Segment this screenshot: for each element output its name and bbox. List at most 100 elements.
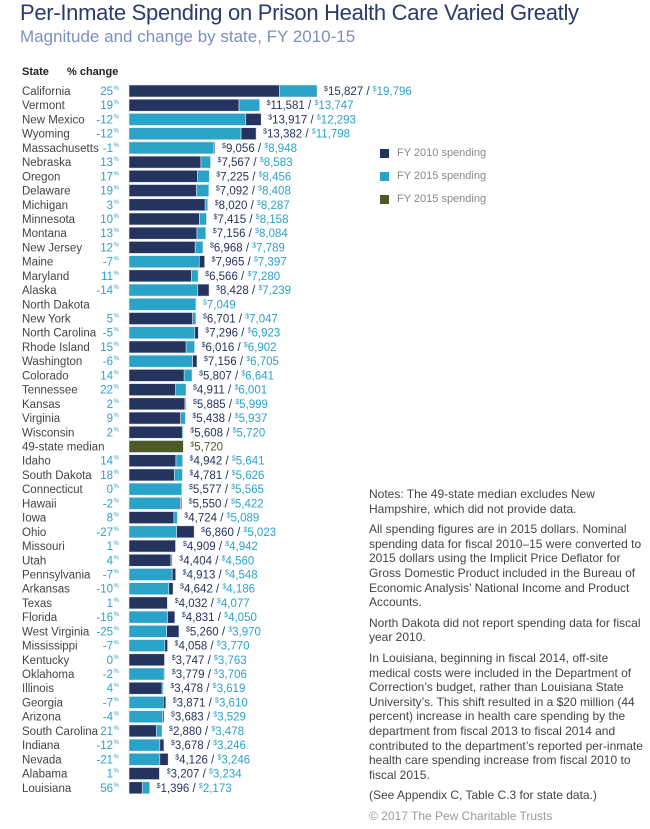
value-label: $9,056 / $8,948 [222,143,297,155]
value-label: $4,781 / $5,626 [189,470,264,482]
fy2010-bar [129,554,171,566]
percent-sign: % [114,712,120,718]
percent-sign: % [114,683,120,689]
fy2015-increase-bar [162,682,163,694]
percent-sign: % [114,470,120,476]
fy2015-increase-bar [174,512,177,524]
fy2010-bar [129,455,176,467]
value-label: $4,831 / $4,050 [182,612,257,624]
fy2010-bar [129,213,199,225]
state-label: Iowa [22,513,47,525]
percent-sign: % [114,186,120,192]
fy2010-bar [129,227,197,239]
value-label: $13,917 / $12,293 [268,114,356,126]
percent-sign: % [114,285,120,291]
note: (See Appendix C, Table C.3 for state dat… [369,788,649,803]
state-label: Georgia [22,697,64,709]
percent-sign: % [114,271,120,277]
fy2015-increase-bar [201,156,211,168]
fy2015-increase-bar [184,369,192,381]
note: North Dakota did not report spending dat… [369,616,649,645]
percent-change-label: -2 [103,669,113,681]
fy2010-bar [129,426,182,438]
fy2010-bar [129,512,174,524]
state-label: Idaho [22,456,51,468]
percent-sign: % [114,541,120,547]
percent-change-label: 12 [100,242,113,254]
percent-change-label: -27 [96,527,113,539]
state-label: Virginia [22,413,61,425]
fy2010-bar [129,185,196,197]
percent-sign: % [114,200,120,206]
percent-sign: % [114,641,120,647]
fy2010-bar [129,156,201,168]
percent-change-label: 19 [100,186,113,198]
fy2010-decrease-bar [199,256,204,268]
fy2010-bar [129,412,181,424]
state-label: Washington [22,356,82,368]
fy2015-increase-bar [181,412,186,424]
percent-sign: % [114,356,120,362]
state-label: Delaware [22,186,71,198]
percent-change-label: 19 [100,100,113,112]
state-label: Wyoming [22,129,70,141]
fy2010-decrease-bar [167,625,179,637]
fy2010-decrease-bar [181,497,182,509]
fy2015-increase-bar [205,199,208,211]
value-label: $4,032 / $4,077 [175,598,250,610]
legend-swatch-fy2010 [380,149,389,158]
fy2015-bar [129,284,198,296]
percent-sign: % [114,626,120,632]
percent-change-label: 17 [100,171,113,183]
percent-sign: % [114,129,120,135]
state-label: Hawaii [22,498,57,510]
state-label: Tennessee [22,385,78,397]
fy2015-bar [129,753,160,765]
value-label: $5,577 / $5,565 [189,484,264,496]
percent-change-label: 21 [100,726,113,738]
state-label: Kentucky [22,655,70,667]
state-label: Montana [22,228,67,240]
state-label: New Mexico [22,114,85,126]
state-label: Florida [22,612,58,624]
value-label: $4,404 / $4,560 [179,555,254,567]
percent-change-label: -7 [103,569,113,581]
percent-sign: % [114,655,120,661]
state-label: Ohio [22,527,46,539]
percent-change-label: 13 [100,228,113,240]
percent-change-label: 5 [107,314,113,326]
percent-sign: % [114,697,120,703]
percent-change-label: 56 [100,783,113,795]
state-label: Arizona [22,712,62,724]
percent-change-label: 14 [100,370,113,382]
value-label: $7,296 / $6,923 [205,328,280,340]
percent-sign: % [114,370,120,376]
percent-sign: % [114,754,120,760]
note: Notes: The 49-state median excludes New … [369,487,649,516]
state-label: South Dakota [22,470,92,482]
fy2015-increase-bar [171,554,172,566]
fy2010-decrease-bar [246,113,261,125]
percent-change-label: 14 [100,456,113,468]
fy2010-bar [129,341,186,353]
percent-sign: % [114,399,120,405]
percent-change-label: -21 [96,754,113,766]
value-label: $3,871 / $3,610 [173,697,248,709]
percent-sign: % [114,783,120,789]
fy2010-bar [129,682,162,694]
fy2015-increase-bar [197,227,206,239]
state-label: North Dakota [22,299,90,311]
state-label: New York [22,314,71,326]
state-label: Nebraska [22,157,72,169]
state-label: Nevada [22,754,62,766]
percent-sign: % [114,740,120,746]
fy2015-increase-bar [174,469,182,481]
state-label: 49-state median [22,442,104,454]
percent-change-label: -7 [103,257,113,269]
state-label: Kansas [22,399,61,411]
fy2010-decrease-bar [164,668,165,680]
state-label: Oklahoma [22,669,75,681]
value-label: $7,049 [203,299,236,311]
percent-change-label: 25 [100,86,113,98]
state-label: Illinois [22,683,54,695]
